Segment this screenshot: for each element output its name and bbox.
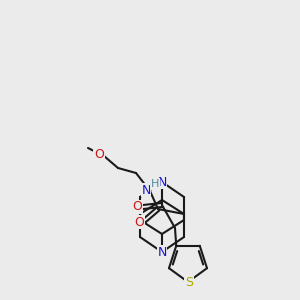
Text: O: O	[132, 200, 142, 214]
Text: O: O	[134, 215, 144, 229]
Text: N: N	[157, 176, 167, 188]
Text: H: H	[151, 179, 159, 189]
Text: S: S	[185, 277, 193, 290]
Text: N: N	[141, 184, 151, 196]
Text: O: O	[94, 148, 104, 161]
Text: N: N	[157, 245, 167, 259]
